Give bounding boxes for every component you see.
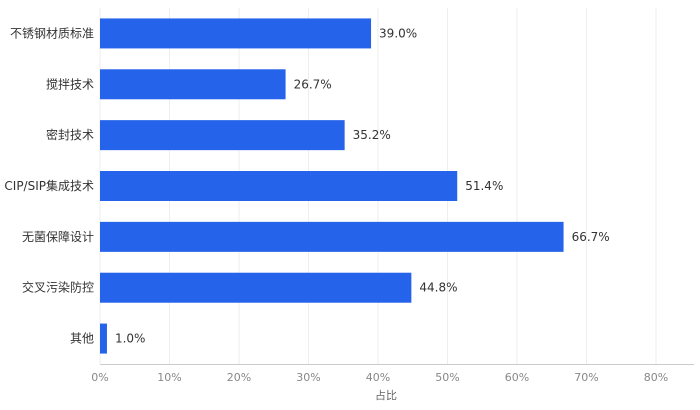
data-label: 39.0% <box>379 26 417 40</box>
x-tick-label: 70% <box>574 371 598 384</box>
x-tick-label: 20% <box>227 371 251 384</box>
data-label: 44.8% <box>419 281 457 295</box>
bar <box>100 120 345 151</box>
bar <box>100 171 458 201</box>
x-axis-title: 占比 <box>375 388 397 402</box>
x-tick-label: 60% <box>505 371 529 384</box>
x-tick-label: 80% <box>644 371 668 384</box>
bar <box>100 221 564 252</box>
bars-layer <box>100 18 564 354</box>
x-tick-label: 50% <box>435 371 459 384</box>
category-label: 密封技术 <box>46 127 94 142</box>
data-label: 26.7% <box>294 77 332 91</box>
value-labels: 39.0% 26.7% 35.2% 51.4% 66.7% 44.8% 1.0% <box>115 26 610 345</box>
data-label: 1.0% <box>115 332 146 346</box>
x-tick-label: 40% <box>366 371 390 384</box>
bar <box>100 69 286 100</box>
data-label: 66.7% <box>572 230 610 244</box>
bar <box>100 18 372 49</box>
data-label: 35.2% <box>353 128 391 142</box>
category-label: CIP/SIP集成技术 <box>4 178 94 193</box>
x-axis-ticks: 0% 10% 20% 30% 40% 50% 60% 70% 80% <box>91 371 668 384</box>
category-label: 交叉污染防控 <box>22 280 94 295</box>
category-label: 无菌保障设计 <box>22 229 94 244</box>
x-tick-label: 0% <box>91 371 108 384</box>
category-label: 不锈钢材质标准 <box>10 26 94 40</box>
bar <box>100 323 107 354</box>
category-label: 搅拌技术 <box>46 76 94 91</box>
bar <box>100 272 412 303</box>
data-label: 51.4% <box>465 179 503 193</box>
x-tick-label: 10% <box>157 371 181 384</box>
category-label: 其他 <box>70 332 94 346</box>
x-tick-label: 30% <box>296 371 320 384</box>
